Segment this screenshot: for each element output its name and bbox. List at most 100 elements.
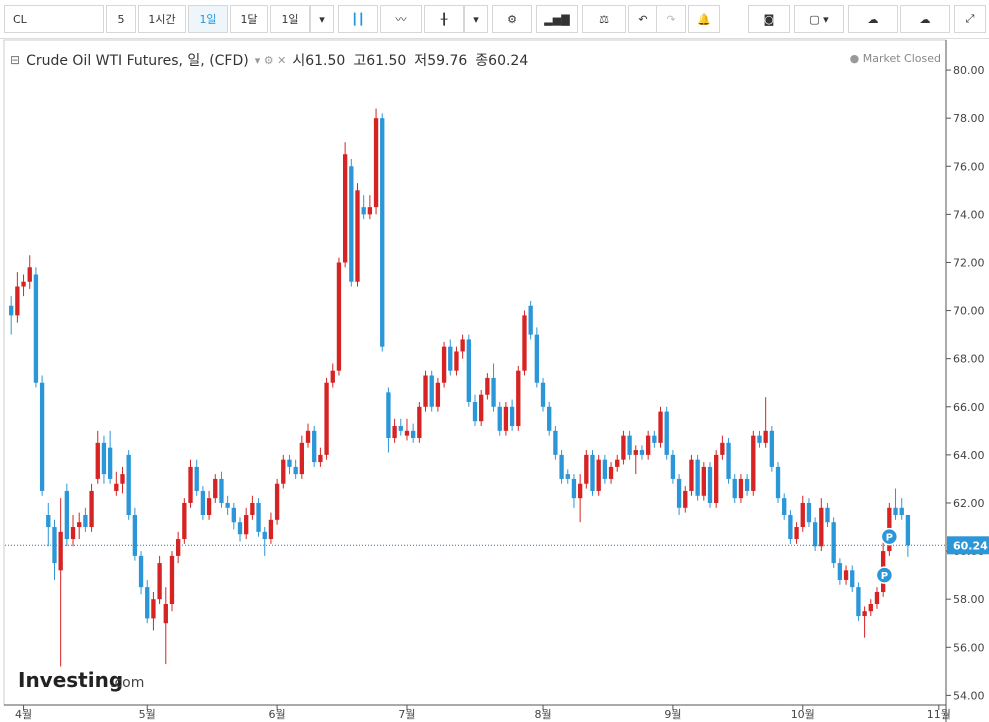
candle-body bbox=[175, 539, 181, 556]
candle-body bbox=[398, 426, 403, 431]
candle-body bbox=[138, 555, 144, 588]
candle-body bbox=[621, 435, 626, 460]
annotation-text: P bbox=[881, 571, 888, 582]
candle-body bbox=[608, 466, 614, 479]
candle-body bbox=[58, 531, 63, 571]
y-tick-label: 80.00 bbox=[953, 64, 985, 77]
candle-body bbox=[342, 154, 348, 263]
fullscreen-icon[interactable]: ⤢ bbox=[954, 5, 986, 33]
annotation-marker bbox=[875, 566, 894, 584]
candle-body bbox=[905, 515, 911, 546]
save-icon[interactable]: ☁ bbox=[900, 5, 950, 33]
candle-body bbox=[689, 459, 694, 491]
candle-body bbox=[46, 515, 51, 528]
candle-body bbox=[132, 515, 138, 556]
ohlc-label: 저 bbox=[414, 53, 428, 69]
bar-icon[interactable]: ╂ bbox=[424, 5, 464, 33]
candle-body bbox=[596, 459, 601, 491]
x-tick-label: 10월 bbox=[791, 708, 815, 721]
ohlc-label: 시 bbox=[292, 53, 306, 69]
y-tick-label: 68.00 bbox=[953, 353, 985, 366]
candle-body bbox=[435, 382, 441, 407]
chart-title: Crude Oil WTI Futures, 일, (CFD) bbox=[26, 53, 249, 69]
ohlc-value: 61.50 bbox=[366, 53, 407, 69]
load-icon[interactable]: ☁ bbox=[848, 5, 898, 33]
ohlc-item: 시61.50 bbox=[292, 50, 345, 70]
candle-body bbox=[250, 502, 255, 515]
ohlc-label: 종 bbox=[475, 53, 489, 69]
icons[interactable]: ▾ ⚙ ✕ bbox=[254, 53, 287, 67]
candle-body bbox=[812, 522, 818, 547]
color-icon[interactable]: ▢ ▾ bbox=[794, 5, 844, 33]
candle-body bbox=[757, 435, 762, 443]
candle-body bbox=[95, 442, 100, 479]
last-price-box bbox=[947, 536, 989, 555]
candle-body bbox=[819, 507, 824, 547]
ohlc-value: 61.50 bbox=[305, 53, 346, 69]
candle-body bbox=[479, 394, 484, 422]
candle-body bbox=[225, 502, 230, 508]
candle-body bbox=[367, 207, 373, 215]
candle-body bbox=[707, 466, 713, 503]
candle-body bbox=[874, 591, 880, 604]
collapse-icon[interactable]: ⊟ bbox=[10, 53, 21, 67]
timeframe-button[interactable]: 1일 bbox=[188, 5, 228, 33]
y-tick-label: 58.00 bbox=[953, 593, 985, 606]
candle-body bbox=[244, 515, 249, 535]
camera-icon[interactable]: ◙ bbox=[748, 5, 790, 33]
candle-body bbox=[788, 515, 793, 540]
candle-body bbox=[157, 563, 162, 600]
y-tick-label: 78.00 bbox=[953, 112, 985, 125]
y-tick-label: 64.00 bbox=[953, 449, 985, 462]
alert-icon[interactable]: 🔔 bbox=[688, 5, 720, 33]
indicator-icon[interactable]: ▂▅▇ bbox=[536, 5, 578, 33]
candle-body bbox=[77, 522, 82, 528]
candle-body bbox=[410, 430, 416, 439]
timeframe-button[interactable]: 1시간 bbox=[138, 5, 186, 33]
timeframe-button[interactable]: 1달 bbox=[230, 5, 268, 33]
y-tick-label: 76.00 bbox=[953, 160, 985, 173]
candle-body bbox=[769, 430, 775, 467]
timeframe-button[interactable]: 5 bbox=[106, 5, 136, 33]
dropdown[interactable]: ▾ bbox=[464, 5, 488, 33]
candle-body bbox=[27, 267, 32, 282]
candle-icon[interactable]: ┃┃ bbox=[338, 5, 378, 33]
candle-body bbox=[330, 370, 335, 383]
candle-body bbox=[720, 442, 725, 455]
redo-icon[interactable]: ↷ bbox=[656, 5, 686, 33]
candle-body bbox=[373, 118, 379, 208]
candle-body bbox=[676, 478, 682, 508]
symbol-input[interactable]: CL bbox=[4, 5, 104, 33]
candle-body bbox=[417, 406, 422, 439]
candle-body bbox=[231, 507, 236, 523]
ohlc-label: 고 bbox=[353, 53, 367, 69]
candle-body bbox=[602, 459, 608, 479]
compare-icon[interactable]: ⚖ bbox=[582, 5, 626, 33]
dropdown[interactable]: ▾ bbox=[310, 5, 334, 33]
timeframe-button[interactable]: 1일 bbox=[270, 5, 310, 33]
candle-body bbox=[145, 587, 150, 619]
candle-body bbox=[380, 118, 385, 347]
candle-body bbox=[633, 450, 638, 455]
ohlc-item: 저59.76 bbox=[414, 50, 467, 70]
candle-body bbox=[268, 519, 274, 540]
candle-body bbox=[571, 478, 577, 499]
undo-icon[interactable]: ↶ bbox=[628, 5, 658, 33]
candle-body bbox=[404, 430, 410, 436]
candle-body bbox=[528, 305, 533, 335]
settings-icon[interactable]: ⚙ bbox=[492, 5, 532, 33]
x-tick-label: 8월 bbox=[534, 708, 551, 721]
candle-body bbox=[862, 611, 867, 617]
candle-body bbox=[837, 563, 843, 580]
candle-body bbox=[664, 411, 669, 455]
candle-body bbox=[565, 474, 570, 479]
annotation-text: P bbox=[886, 533, 893, 544]
candle-body bbox=[355, 190, 360, 282]
candle-body bbox=[509, 406, 515, 427]
candle-body bbox=[683, 490, 688, 508]
ohlc-value: 60.24 bbox=[488, 53, 529, 69]
last-price-label: 60.24 bbox=[953, 539, 988, 552]
candle-body bbox=[274, 483, 280, 520]
line-icon[interactable]: 〰 bbox=[380, 5, 422, 33]
